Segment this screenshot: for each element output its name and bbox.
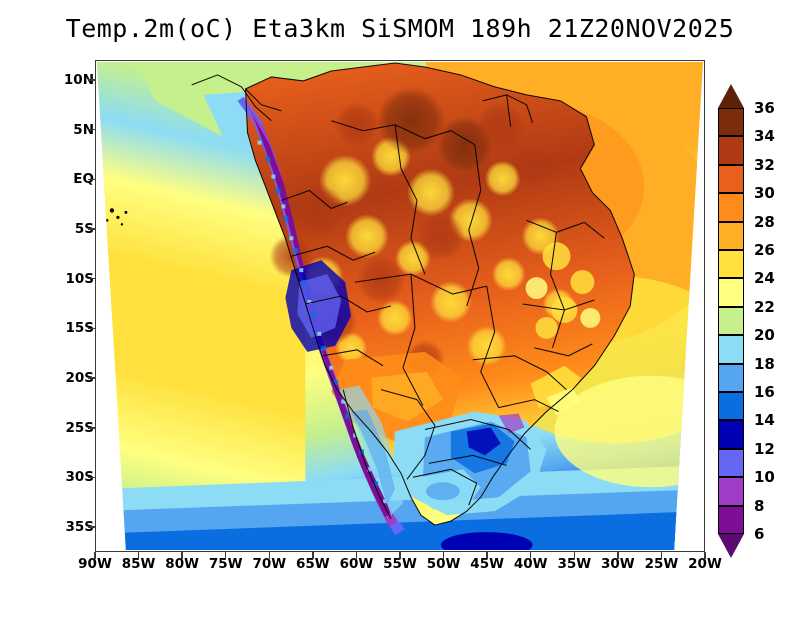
colorbar-label-30: 30 bbox=[754, 184, 775, 203]
temperature-field bbox=[96, 61, 704, 551]
lat-label-30S: 30S bbox=[65, 469, 94, 486]
lat-label-10N: 10N bbox=[63, 71, 94, 88]
colorbar-band-20-22 bbox=[718, 306, 744, 336]
lat-tick bbox=[88, 128, 95, 131]
colorbar-label-28: 28 bbox=[754, 212, 775, 231]
figure-title: Temp.2m(oC) Eta3km SiSMOM 189h 21Z20NOV2… bbox=[65, 14, 735, 43]
lon-tick bbox=[355, 552, 358, 559]
political-borders bbox=[191, 62, 635, 526]
lat-label-15S: 15S bbox=[65, 320, 94, 337]
lon-label-85W: 85W bbox=[121, 556, 156, 572]
colorbar-label-18: 18 bbox=[754, 354, 775, 373]
colorbar-band-10-12 bbox=[718, 448, 744, 478]
lon-tick bbox=[442, 552, 445, 559]
lat-tick bbox=[88, 178, 95, 181]
colorbar-band-30-32 bbox=[718, 164, 744, 194]
lat-label-EQ: EQ bbox=[73, 171, 94, 188]
colorbar-band-18-20 bbox=[718, 335, 744, 364]
colorbar-band-28-30 bbox=[718, 193, 744, 222]
lon-tick bbox=[399, 552, 401, 559]
lon-tick bbox=[529, 552, 532, 559]
colorbar-label-36: 36 bbox=[754, 99, 775, 117]
colorbar: 6 8 10 12 14 16 18 20 22 24 26 28 30 32 34 36 bbox=[718, 84, 775, 558]
lon-label-35W: 35W bbox=[557, 556, 592, 572]
lon-tick bbox=[181, 552, 183, 559]
colorbar-band-16-18 bbox=[718, 363, 744, 392]
lat-tick bbox=[88, 377, 95, 379]
lon-label-60W: 60W bbox=[339, 556, 374, 572]
colorbar-cap-low bbox=[718, 534, 744, 558]
lon-tick bbox=[224, 552, 227, 559]
colorbar-band-32-34 bbox=[718, 136, 744, 165]
lat-tick bbox=[88, 476, 95, 479]
lon-tick bbox=[486, 552, 488, 559]
lat-label-35S: 35S bbox=[65, 519, 94, 536]
colorbar-band-24-26 bbox=[718, 250, 744, 279]
colorbar-band-6-8 bbox=[718, 505, 744, 534]
lon-tick bbox=[94, 552, 96, 559]
colorbar-label-34: 34 bbox=[754, 127, 775, 146]
lon-tick bbox=[312, 552, 314, 559]
lon-label-70W: 70W bbox=[252, 556, 287, 572]
colorbar-label-16: 16 bbox=[754, 383, 775, 401]
map-plot-area bbox=[95, 60, 705, 552]
colorbar-label-24: 24 bbox=[754, 269, 775, 288]
lat-tick bbox=[88, 327, 95, 330]
lat-label-5N: 5N bbox=[73, 121, 94, 138]
lon-tick bbox=[573, 552, 576, 559]
lon-label-30W: 30W bbox=[601, 556, 635, 572]
lon-label-25W: 25W bbox=[644, 556, 679, 572]
lat-tick bbox=[88, 526, 95, 528]
colorbar-label-8: 8 bbox=[754, 496, 765, 515]
lon-label-50W: 50W bbox=[426, 556, 461, 572]
lon-label-20W: 20W bbox=[688, 556, 722, 572]
colorbar-band-22-24 bbox=[718, 278, 744, 307]
colorbar-band-8-10 bbox=[718, 477, 744, 506]
colorbar-band-26-28 bbox=[718, 221, 744, 250]
colorbar-label-32: 32 bbox=[754, 155, 775, 174]
lat-label-25S: 25S bbox=[65, 419, 94, 436]
lat-tick bbox=[88, 277, 95, 280]
lon-label-55W: 55W bbox=[383, 556, 417, 572]
lat-label-20S: 20S bbox=[65, 370, 94, 387]
lon-tick bbox=[704, 552, 706, 559]
lat-tick bbox=[88, 79, 95, 81]
lon-tick bbox=[617, 552, 619, 559]
colorbar-label-14: 14 bbox=[754, 411, 775, 430]
lat-label-5S: 5S bbox=[74, 220, 94, 237]
colorbar-label-12: 12 bbox=[754, 439, 775, 458]
colorbar-label-22: 22 bbox=[754, 297, 775, 316]
colorbar-label-20: 20 bbox=[754, 326, 775, 345]
island-specks bbox=[105, 208, 128, 226]
lon-label-45W: 45W bbox=[470, 556, 504, 572]
lat-tick bbox=[88, 427, 95, 429]
lon-tick bbox=[660, 552, 663, 559]
lon-label-75W: 75W bbox=[208, 556, 243, 572]
lon-label-80W: 80W bbox=[165, 556, 199, 572]
lon-label-90W: 90W bbox=[78, 556, 112, 572]
lon-tick bbox=[268, 552, 271, 559]
lon-label-40W: 40W bbox=[513, 556, 548, 572]
colorbar-band-12-14 bbox=[718, 420, 744, 449]
lon-label-65W: 65W bbox=[296, 556, 330, 572]
lon-tick bbox=[137, 552, 140, 559]
colorbar-label-26: 26 bbox=[754, 241, 775, 259]
colorbar-band-34-36 bbox=[718, 108, 744, 137]
colorbar-cap-high bbox=[718, 84, 744, 108]
lat-label-10S: 10S bbox=[65, 270, 94, 287]
colorbar-label-6: 6 bbox=[754, 525, 765, 543]
lat-tick bbox=[88, 228, 95, 230]
colorbar-label-10: 10 bbox=[754, 468, 775, 487]
colorbar-band-14-16 bbox=[718, 392, 744, 421]
